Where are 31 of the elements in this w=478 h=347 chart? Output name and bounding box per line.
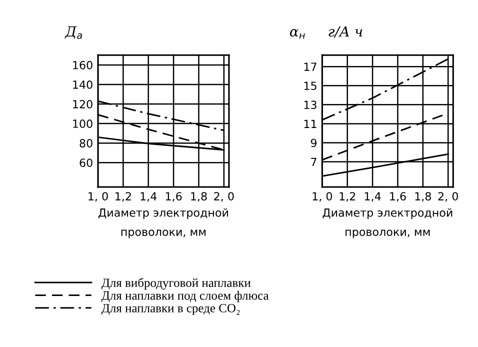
y-tick-label: 100 [73,120,92,128]
x-tick-label: 2, 0 [214,192,234,202]
y-tick-label: 160 [73,60,92,70]
y-tick-label: 60 [80,158,92,167]
x-tick-label: 1,4 [364,192,381,202]
x-tick-label: 1,8 [415,192,431,202]
legend-label: Для вибродуговой наплавки [101,278,251,290]
y-tick-label: 120 [73,100,92,108]
y-axis-title: Д$_{а}$ [64,26,82,39]
y-tick-label: 80 [80,139,92,148]
legend-label: Для наплавки в среде CO₂ [101,304,240,315]
x-axis-title: Диаметр электродной проволоки, мм [98,208,228,238]
y-tick-label: 17 [304,62,316,71]
x-tick-label: 1,2 [116,192,131,202]
y-tick-label: 7 [311,158,316,166]
x-tick-label: 1,6 [166,192,182,202]
y-tick-label: 9 [310,138,317,148]
x-axis-title: Диаметр электродной проволоки, мм [322,208,452,238]
y-tick-label: 15 [304,82,316,90]
x-tick-label: 2, 0 [438,192,458,202]
x-tick-label: 1, 0 [88,192,108,202]
y-tick-label: 11 [304,120,316,128]
x-tick-label: 1, 0 [312,192,332,202]
legend-label: Для наплавки под слоем флюса [101,290,269,302]
x-tick-label: 1,6 [390,192,406,202]
x-tick-label: 1,8 [191,192,207,202]
text: α$_{н}$ г/А ч [290,26,362,39]
x-tick-label: 1,4 [140,192,157,202]
y-tick-label: 140 [73,80,92,89]
y-tick-label: 13 [304,100,316,110]
x-tick-label: 1,2 [340,192,356,202]
